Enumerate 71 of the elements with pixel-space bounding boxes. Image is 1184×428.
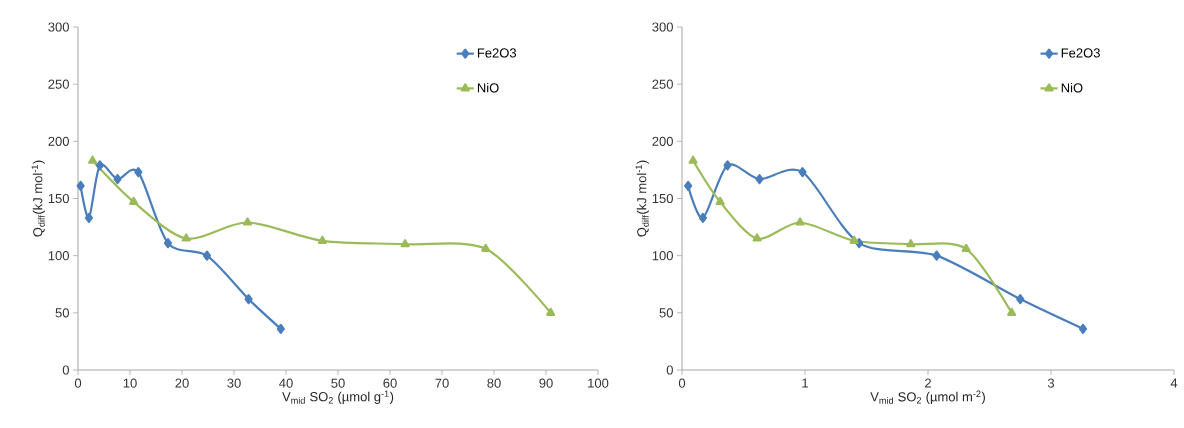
point	[723, 160, 732, 171]
y-tick-label: 50	[55, 308, 69, 318]
y-tick-label: 300	[48, 22, 69, 32]
x-tick-label: 2	[925, 378, 931, 388]
point	[242, 217, 253, 226]
x-tick-label: 100	[588, 378, 609, 388]
point	[1078, 323, 1088, 334]
point	[113, 173, 122, 185]
point	[400, 239, 410, 248]
point	[546, 307, 556, 316]
y-axis-title: Q$_{diff}$(kJ mol$^{-1}$)	[31, 160, 45, 237]
legend-label: Fe2O3	[477, 48, 517, 58]
x-tick-label: 20	[175, 378, 189, 388]
point	[1007, 307, 1017, 316]
legend-label: NiO	[1061, 82, 1083, 93]
point	[88, 155, 98, 164]
point	[84, 212, 94, 224]
point	[961, 243, 971, 252]
point	[698, 212, 708, 224]
point	[181, 233, 191, 242]
point	[129, 196, 139, 206]
x-axis-title: V$_{mid}$ SO$_{2}$ (µmol m$^{-2}$)	[870, 390, 985, 404]
x-tick-label: 90	[539, 378, 553, 388]
point	[715, 196, 725, 206]
point	[481, 243, 491, 252]
y-tick-label: 250	[652, 79, 673, 89]
x-tick-label: 60	[383, 378, 397, 388]
point	[684, 180, 693, 192]
point	[849, 235, 859, 244]
y-tick-label: 50	[659, 308, 673, 318]
y-tick-label: 150	[48, 193, 69, 204]
x-tick-label: 1	[802, 378, 808, 388]
x-tick-label: 0	[678, 378, 686, 388]
y-tick-label: 300	[652, 22, 673, 32]
point	[202, 250, 212, 261]
point	[95, 160, 104, 171]
x-tick-label: 50	[331, 378, 345, 388]
x-tick-label: 3	[1047, 378, 1055, 388]
legend-label: NiO	[477, 82, 499, 93]
x-tick-label: 30	[227, 378, 241, 388]
x-tick-label: 10	[123, 378, 137, 388]
point	[317, 235, 327, 244]
y-tick-label: 0	[666, 365, 673, 375]
x-tick-label: 4	[1170, 378, 1178, 388]
point	[244, 294, 253, 305]
x-tick-label: 40	[279, 378, 293, 388]
x-tick-label: 70	[435, 378, 449, 388]
x-axis-title: V$_{mid}$ SO$_{2}$ (µmol g$^{-1}$)	[282, 390, 394, 404]
point	[134, 167, 143, 178]
y-tick-label: 200	[48, 136, 69, 146]
legend-label: Fe2O3	[1061, 48, 1100, 58]
y-tick-label: 100	[652, 251, 673, 261]
point	[932, 250, 941, 261]
y-tick-label: 200	[652, 136, 673, 146]
y-tick-label: 0	[62, 365, 69, 375]
y-tick-label: 150	[652, 193, 673, 204]
y-tick-label: 250	[48, 79, 69, 89]
point	[906, 239, 916, 248]
y-axis-title: Q$_{diff}$(kJ mol$^{-1}$)	[635, 160, 649, 237]
point	[276, 323, 285, 334]
point	[1016, 294, 1025, 305]
y-tick-label: 100	[48, 251, 69, 261]
point	[163, 237, 173, 249]
point	[755, 173, 764, 185]
point	[688, 155, 698, 164]
x-tick-label: 80	[487, 378, 501, 388]
x-tick-label: 0	[74, 378, 82, 388]
point	[798, 167, 807, 178]
point	[76, 180, 85, 192]
point	[752, 233, 762, 242]
point	[795, 217, 805, 226]
